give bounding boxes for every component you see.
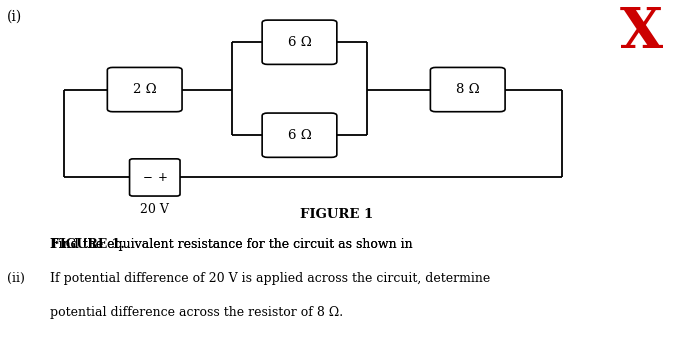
Text: FIGURE 1.: FIGURE 1.	[51, 238, 125, 251]
Text: 20 V: 20 V	[141, 203, 169, 216]
FancyBboxPatch shape	[262, 20, 337, 64]
Text: −: −	[143, 171, 152, 184]
Text: Find the equivalent resistance for the circuit as shown in: Find the equivalent resistance for the c…	[50, 238, 417, 251]
FancyBboxPatch shape	[431, 68, 505, 112]
FancyBboxPatch shape	[107, 68, 182, 112]
Text: +: +	[157, 171, 167, 184]
Text: (i): (i)	[7, 10, 22, 24]
Text: FIGURE 1: FIGURE 1	[300, 208, 373, 221]
Text: If potential difference of 20 V is applied across the circuit, determine: If potential difference of 20 V is appli…	[50, 272, 491, 285]
Text: X: X	[620, 5, 663, 60]
Text: Find the equivalent resistance for the circuit as shown in: Find the equivalent resistance for the c…	[50, 238, 417, 251]
FancyBboxPatch shape	[262, 113, 337, 158]
Text: potential difference across the resistor of 8 Ω.: potential difference across the resistor…	[50, 306, 344, 319]
FancyBboxPatch shape	[129, 159, 180, 196]
Text: 8 Ω: 8 Ω	[456, 83, 480, 96]
Text: (ii): (ii)	[7, 272, 25, 285]
Text: 2 Ω: 2 Ω	[133, 83, 157, 96]
Text: 6 Ω: 6 Ω	[287, 129, 312, 142]
Text: 6 Ω: 6 Ω	[287, 36, 312, 49]
